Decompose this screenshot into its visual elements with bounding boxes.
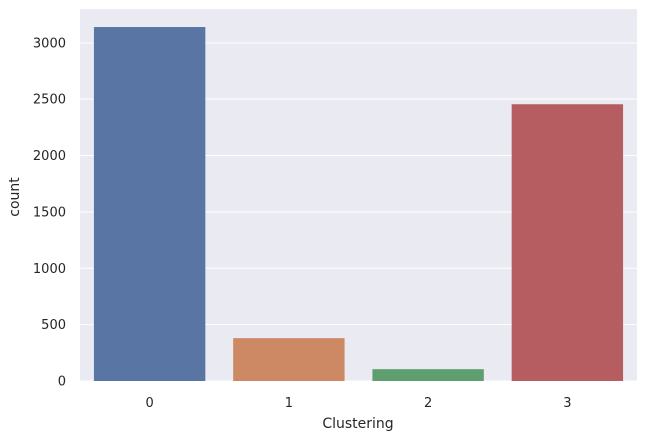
y-tick-label: 500 bbox=[41, 318, 66, 333]
x-tick-labels: 0 1 2 3 bbox=[145, 396, 571, 411]
bar-1 bbox=[233, 338, 345, 381]
bars bbox=[93, 27, 624, 381]
y-tick-label: 1500 bbox=[33, 205, 66, 220]
y-tick-label: 1000 bbox=[33, 262, 66, 277]
x-tick-label: 0 bbox=[145, 396, 153, 411]
bar-2 bbox=[372, 369, 484, 381]
bar-3 bbox=[511, 104, 624, 381]
y-tick-label: 2000 bbox=[33, 149, 66, 164]
y-tick-label: 3000 bbox=[33, 36, 66, 51]
x-axis-label: Clustering bbox=[322, 416, 393, 432]
y-axis-label: count bbox=[7, 177, 23, 217]
x-tick-label: 3 bbox=[563, 396, 571, 411]
y-tick-labels: 0 500 1000 1500 2000 2500 3000 bbox=[33, 36, 66, 389]
y-tick-label: 0 bbox=[58, 375, 66, 390]
x-tick-label: 1 bbox=[285, 396, 293, 411]
y-tick-label: 2500 bbox=[33, 93, 66, 108]
x-tick-label: 2 bbox=[424, 396, 432, 411]
bar-0 bbox=[93, 27, 206, 381]
